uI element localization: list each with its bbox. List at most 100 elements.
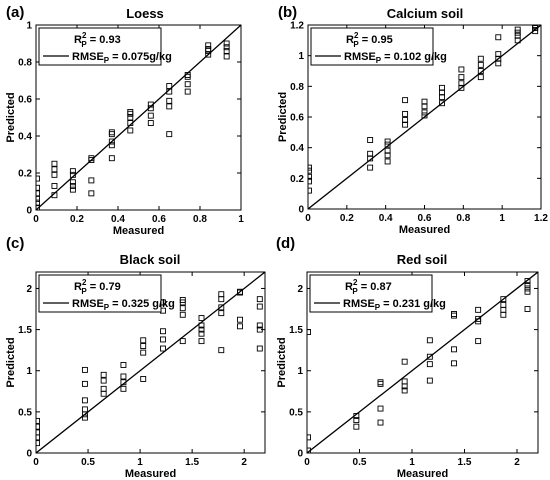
- data-point: [401, 387, 408, 394]
- legend-r2: R2 P = 0.95: [346, 31, 393, 49]
- data-point: [426, 361, 433, 368]
- data-point: [198, 330, 205, 337]
- data-point: [475, 306, 482, 313]
- data-point: [69, 186, 76, 193]
- data-point: [308, 167, 312, 174]
- data-point: [218, 291, 225, 298]
- data-point: [140, 349, 147, 356]
- legend-r2: R2 P = 0.87: [345, 278, 392, 296]
- data-point: [353, 413, 360, 419]
- x-tick-label: 0.2: [340, 213, 354, 224]
- y-tick-label: 0.4: [18, 132, 32, 143]
- data-point: [108, 138, 115, 145]
- y-tick-label: 0: [26, 206, 32, 217]
- data-points: [308, 25, 539, 194]
- legend-r2: R2 P = 0.79: [74, 278, 121, 296]
- data-point: [524, 285, 531, 292]
- data-point: [51, 166, 58, 173]
- x-tick-label: 0.8: [456, 213, 470, 224]
- x-tick-label: 0: [305, 213, 311, 224]
- data-point: [205, 42, 212, 49]
- data-point: [237, 288, 243, 295]
- data-point: [367, 150, 374, 157]
- data-point: [218, 304, 225, 311]
- data-point: [166, 103, 173, 110]
- x-tick-label: 0.5: [81, 457, 95, 468]
- data-point: [36, 205, 40, 210]
- x-tick-label: 0.5: [353, 457, 367, 468]
- x-tick-label: 1: [137, 457, 143, 468]
- x-axis-label: Measured: [399, 224, 450, 236]
- data-point: [184, 71, 191, 78]
- data-point: [184, 81, 191, 88]
- data-point: [237, 316, 243, 323]
- data-point: [477, 68, 484, 74]
- x-tick-label: 0.6: [418, 213, 432, 224]
- data-point: [166, 83, 173, 90]
- data-point: [439, 100, 445, 107]
- x-tick-label: 0: [33, 457, 39, 468]
- data-point: [179, 311, 186, 318]
- y-axis-label: Predicted: [276, 337, 288, 387]
- data-point: [384, 158, 391, 165]
- data-point: [81, 380, 88, 387]
- data-point: [223, 44, 230, 51]
- data-point: [127, 108, 134, 115]
- data-point: [367, 164, 374, 171]
- x-axis-label: Measured: [397, 468, 448, 480]
- x-tick-label: 1.2: [534, 213, 548, 224]
- y-tick-label: 0: [297, 449, 303, 460]
- y-tick-label: 1.5: [289, 325, 303, 336]
- data-point: [402, 110, 409, 117]
- data-point: [426, 377, 433, 384]
- data-point: [514, 32, 521, 39]
- data-point: [495, 34, 502, 41]
- data-point: [401, 358, 408, 365]
- chart-panel-3: (c) Black soil 0 0.5 1 1.5 2 0 0.5 1 1.5 2 Measured P…: [5, 235, 266, 480]
- data-point: [451, 360, 457, 367]
- data-point: [401, 378, 408, 385]
- y-tick-label: 0.5: [289, 407, 303, 418]
- data-point: [451, 346, 457, 353]
- data-point: [353, 423, 360, 430]
- x-tick-label: 0.2: [70, 214, 84, 225]
- data-point: [36, 429, 40, 436]
- y-tick-label: 2: [26, 284, 32, 295]
- data-point: [88, 177, 95, 184]
- data-point: [51, 192, 58, 199]
- data-point: [458, 66, 465, 73]
- data-point: [36, 175, 40, 182]
- data-point: [237, 323, 243, 330]
- data-point: [120, 362, 127, 368]
- data-point: [36, 417, 40, 424]
- legend-box: [310, 27, 434, 66]
- chart-panel-1: (a) Loess 0 0.2 0.4 0.6 0.8 1 0 0.2 0.4 0.6 0.8 1 Meas…: [5, 4, 244, 237]
- data-point: [256, 322, 263, 329]
- legend: R2 P = 0.79 RMSEP = 0.325 g/kg: [38, 274, 175, 313]
- y-tick-label: 0.2: [18, 169, 32, 180]
- data-point: [88, 190, 95, 197]
- data-point: [81, 366, 88, 373]
- y-tick-label: 0.6: [18, 95, 32, 106]
- data-point: [377, 419, 384, 426]
- data-point: [477, 55, 484, 62]
- fit-line: [36, 272, 265, 453]
- x-tick-label: 1.5: [458, 457, 472, 468]
- data-point: [475, 315, 482, 322]
- data-point: [500, 301, 507, 308]
- data-point: [367, 137, 374, 143]
- data-point: [308, 187, 312, 194]
- data-point: [120, 379, 127, 386]
- data-point: [223, 47, 230, 54]
- data-point: [256, 296, 263, 303]
- data-point: [69, 179, 76, 186]
- data-point: [205, 51, 212, 58]
- y-tick-label: 0.4: [290, 143, 304, 154]
- data-point: [256, 345, 263, 352]
- x-tick-label: 1: [238, 214, 244, 225]
- chart-panel-2: (b) Calcium soil 0 0.2 0.4 0.6 0.8 1 1.2 0 0.2 0.4 0…: [277, 4, 548, 236]
- data-point: [81, 397, 88, 404]
- y-tick-label: 1.5: [18, 325, 32, 336]
- legend: R2 P = 0.95 RMSEP = 0.102 g/kg: [310, 27, 447, 66]
